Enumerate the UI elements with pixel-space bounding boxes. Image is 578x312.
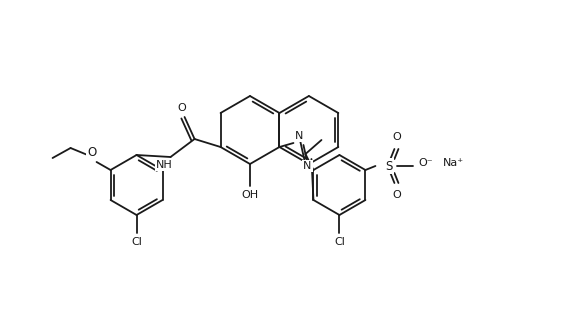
Text: OH: OH: [242, 190, 258, 200]
Text: O⁻: O⁻: [418, 158, 433, 168]
Text: N: N: [303, 161, 312, 171]
Text: O: O: [87, 147, 96, 159]
Text: O: O: [392, 190, 401, 200]
Text: NH: NH: [156, 160, 173, 170]
Text: O: O: [392, 132, 401, 142]
Text: N: N: [295, 131, 303, 141]
Text: Cl: Cl: [131, 237, 142, 247]
Text: O: O: [177, 103, 186, 113]
Text: Cl: Cl: [334, 237, 345, 247]
Text: Na⁺: Na⁺: [443, 158, 464, 168]
Text: S: S: [386, 159, 393, 173]
